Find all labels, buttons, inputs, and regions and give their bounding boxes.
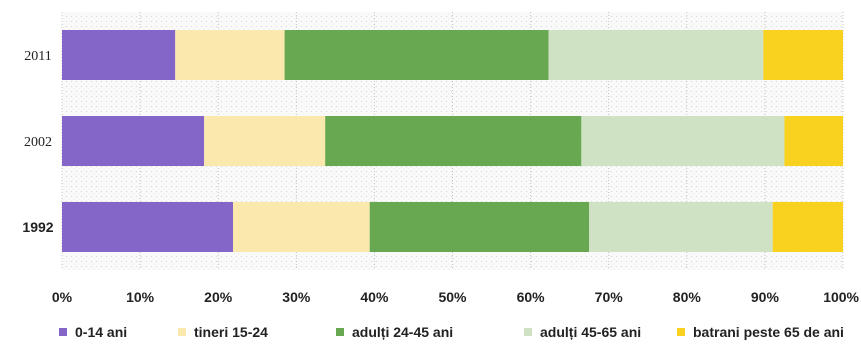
bar-segment: [369, 202, 590, 252]
legend-swatch: [677, 328, 685, 336]
bar-segment: [204, 116, 326, 166]
category-label: 2002: [24, 135, 52, 150]
legend-swatch: [178, 328, 186, 336]
category-label: 2011: [24, 49, 51, 64]
x-tick-label: 70%: [595, 289, 624, 305]
x-tick-labels: 0% 10% 20% 30% 40% 50% 60% 70% 80% 90% 100%: [52, 289, 860, 305]
legend-label: tineri 15-24: [194, 324, 268, 340]
legend-label: adulți 24-45 ani: [352, 324, 454, 340]
legend-item: 0-14 ani: [59, 322, 127, 342]
x-tick-label: 60%: [517, 289, 546, 305]
x-tick-label: 100%: [823, 289, 859, 305]
legend-swatch: [59, 328, 67, 336]
x-tick-label: 80%: [673, 289, 702, 305]
x-tick-label: 10%: [126, 289, 155, 305]
legend-item: batrani peste 65 de ani: [677, 322, 844, 342]
legend-item: tineri 15-24: [178, 322, 268, 342]
legend-label: 0-14 ani: [75, 324, 128, 340]
legend-item: adulți 45-65 ani: [524, 322, 641, 342]
legend-swatch: [524, 328, 532, 336]
bar-segment: [62, 30, 176, 80]
bar-segment: [284, 30, 549, 80]
bar-segment: [175, 30, 285, 80]
bar-segment: [62, 116, 205, 166]
bar-segment: [763, 30, 843, 80]
bar-segment: [62, 202, 234, 252]
legend-swatch: [336, 328, 344, 336]
legend-label: batrani peste 65 de ani: [693, 324, 844, 340]
bar-segment: [772, 202, 843, 252]
category-label: 1992: [22, 219, 53, 235]
category-labels: 2011 2002 1992: [22, 49, 53, 235]
x-tick-label: 50%: [438, 289, 467, 305]
bar-segment: [784, 116, 843, 166]
x-tick-label: 20%: [204, 289, 233, 305]
legend: 0-14 ani tineri 15-24 adulți 24-45 ani adul…: [0, 322, 861, 342]
bars: [62, 30, 843, 252]
bar-segment: [325, 116, 582, 166]
x-tick-label: 0%: [52, 289, 73, 305]
bar-segment: [589, 202, 773, 252]
x-tick-label: 30%: [282, 289, 311, 305]
bar-segment: [581, 116, 785, 166]
x-tick-label: 90%: [751, 289, 780, 305]
legend-item: adulți 24-45 ani: [336, 322, 453, 342]
legend-label: adulți 45-65 ani: [540, 324, 642, 340]
x-tick-label: 40%: [360, 289, 389, 305]
bar-segment: [233, 202, 370, 252]
bar-segment: [548, 30, 764, 80]
